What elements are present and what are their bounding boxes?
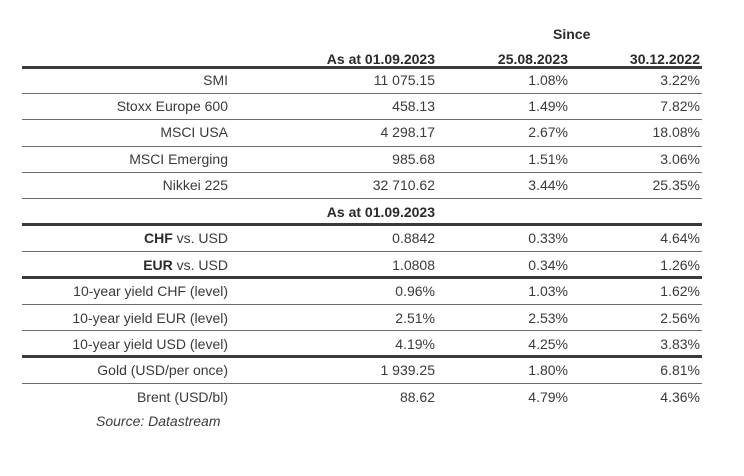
row-label: 10-year yield CHF (level) [73, 283, 228, 299]
row-label: Gold (USD/per once) [97, 362, 228, 378]
row-label: Nikkei 225 [162, 177, 228, 193]
cell-since-ytd: 1.62% [660, 283, 700, 299]
cell-since-week: 1.80% [528, 362, 568, 378]
cell-since-ytd: 4.64% [660, 230, 700, 246]
row-divider [22, 93, 702, 94]
row-label: 10-year yield EUR (level) [72, 310, 228, 326]
source-note: Source: Datastream [96, 413, 221, 429]
cell-since-week: 1.08% [528, 72, 568, 88]
cell-since-week: 0.33% [528, 230, 568, 246]
cell-level: 32 710.62 [372, 177, 435, 193]
rule-top [22, 66, 702, 69]
cell-since-ytd: 4.36% [660, 389, 700, 405]
cell-level: 0.96% [395, 283, 435, 299]
fx-row-label: CHF vs. USD [144, 230, 228, 246]
fx-row-label: EUR vs. USD [143, 257, 228, 273]
cell-level: 0.8842 [392, 230, 435, 246]
cell-since-week: 1.49% [528, 98, 568, 114]
rule-section [22, 223, 702, 226]
cell-level: 985.68 [392, 151, 435, 167]
row-divider [22, 304, 702, 305]
cell-level: 11 075.15 [373, 72, 435, 88]
cell-level: 458.13 [392, 98, 435, 114]
row-label: SMI [203, 72, 228, 88]
row-divider [22, 198, 702, 199]
cell-since-week: 0.34% [528, 257, 568, 273]
cell-since-ytd: 1.26% [660, 257, 700, 273]
cell-since-week: 1.03% [528, 283, 568, 299]
cell-since-week: 4.25% [528, 336, 568, 352]
row-label: MSCI USA [160, 124, 228, 140]
cell-since-ytd: 7.82% [660, 98, 700, 114]
cell-level: 88.62 [399, 389, 435, 405]
row-label: Brent (USD/bl) [136, 389, 228, 405]
row-label: MSCI Emerging [129, 151, 228, 167]
cell-since-ytd: 6.81% [660, 362, 700, 378]
cell-level: 1.0808 [392, 257, 435, 273]
header-col-as-at: As at 01.09.2023 [326, 51, 435, 67]
row-divider [22, 251, 702, 252]
subheader-as-at: As at 01.09.2023 [326, 204, 435, 220]
cell-level: 2.51% [395, 310, 435, 326]
header-col-ytd: 30.12.2022 [629, 51, 700, 67]
row-divider [22, 330, 702, 331]
cell-since-week: 4.79% [528, 389, 568, 405]
cell-since-ytd: 25.35% [652, 177, 700, 193]
row-divider [22, 172, 702, 173]
header-since: Since [553, 26, 591, 42]
row-divider [22, 146, 702, 147]
row-label: Stoxx Europe 600 [116, 98, 228, 114]
cell-since-week: 2.53% [528, 310, 568, 326]
rule-section [22, 355, 702, 358]
cell-since-week: 2.67% [528, 124, 568, 140]
cell-since-ytd: 3.83% [660, 336, 700, 352]
cell-since-week: 1.51% [528, 151, 568, 167]
cell-since-ytd: 3.06% [660, 151, 700, 167]
row-label: 10-year yield USD (level) [72, 336, 228, 352]
cell-since-ytd: 18.08% [652, 124, 700, 140]
row-divider [22, 119, 702, 120]
cell-since-week: 3.44% [528, 177, 568, 193]
cell-level: 4.19% [395, 336, 435, 352]
cell-since-ytd: 2.56% [660, 310, 700, 326]
cell-since-ytd: 3.22% [660, 72, 700, 88]
currency-code: CHF [143, 230, 173, 246]
cell-level: 1 939.25 [380, 362, 436, 378]
currency-code: EUR [143, 257, 173, 273]
row-divider [22, 383, 702, 384]
header-col-week: 25.08.2023 [497, 51, 568, 67]
rule-section [22, 276, 702, 279]
currency-suffix: vs. USD [172, 257, 228, 273]
cell-level: 4 298.17 [380, 124, 436, 140]
currency-suffix: vs. USD [172, 230, 228, 246]
